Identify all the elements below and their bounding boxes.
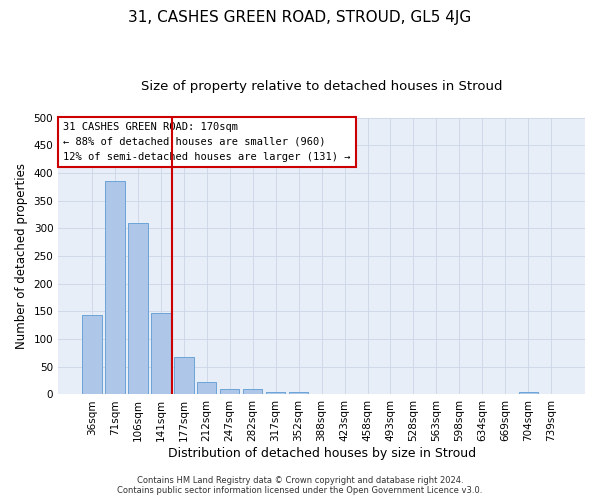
Bar bbox=[220, 389, 239, 394]
Text: 31, CASHES GREEN ROAD, STROUD, GL5 4JG: 31, CASHES GREEN ROAD, STROUD, GL5 4JG bbox=[128, 10, 472, 25]
X-axis label: Distribution of detached houses by size in Stroud: Distribution of detached houses by size … bbox=[167, 447, 476, 460]
Bar bbox=[197, 382, 217, 394]
Y-axis label: Number of detached properties: Number of detached properties bbox=[15, 163, 28, 349]
Text: Contains HM Land Registry data © Crown copyright and database right 2024.
Contai: Contains HM Land Registry data © Crown c… bbox=[118, 476, 482, 495]
Bar bbox=[105, 182, 125, 394]
Text: 31 CASHES GREEN ROAD: 170sqm
← 88% of detached houses are smaller (960)
12% of s: 31 CASHES GREEN ROAD: 170sqm ← 88% of de… bbox=[64, 122, 351, 162]
Title: Size of property relative to detached houses in Stroud: Size of property relative to detached ho… bbox=[141, 80, 502, 93]
Bar bbox=[82, 316, 101, 394]
Bar bbox=[266, 392, 286, 394]
Bar bbox=[289, 392, 308, 394]
Bar bbox=[243, 389, 262, 394]
Bar bbox=[151, 313, 170, 394]
Bar bbox=[518, 392, 538, 394]
Bar bbox=[174, 357, 194, 395]
Bar bbox=[128, 223, 148, 394]
